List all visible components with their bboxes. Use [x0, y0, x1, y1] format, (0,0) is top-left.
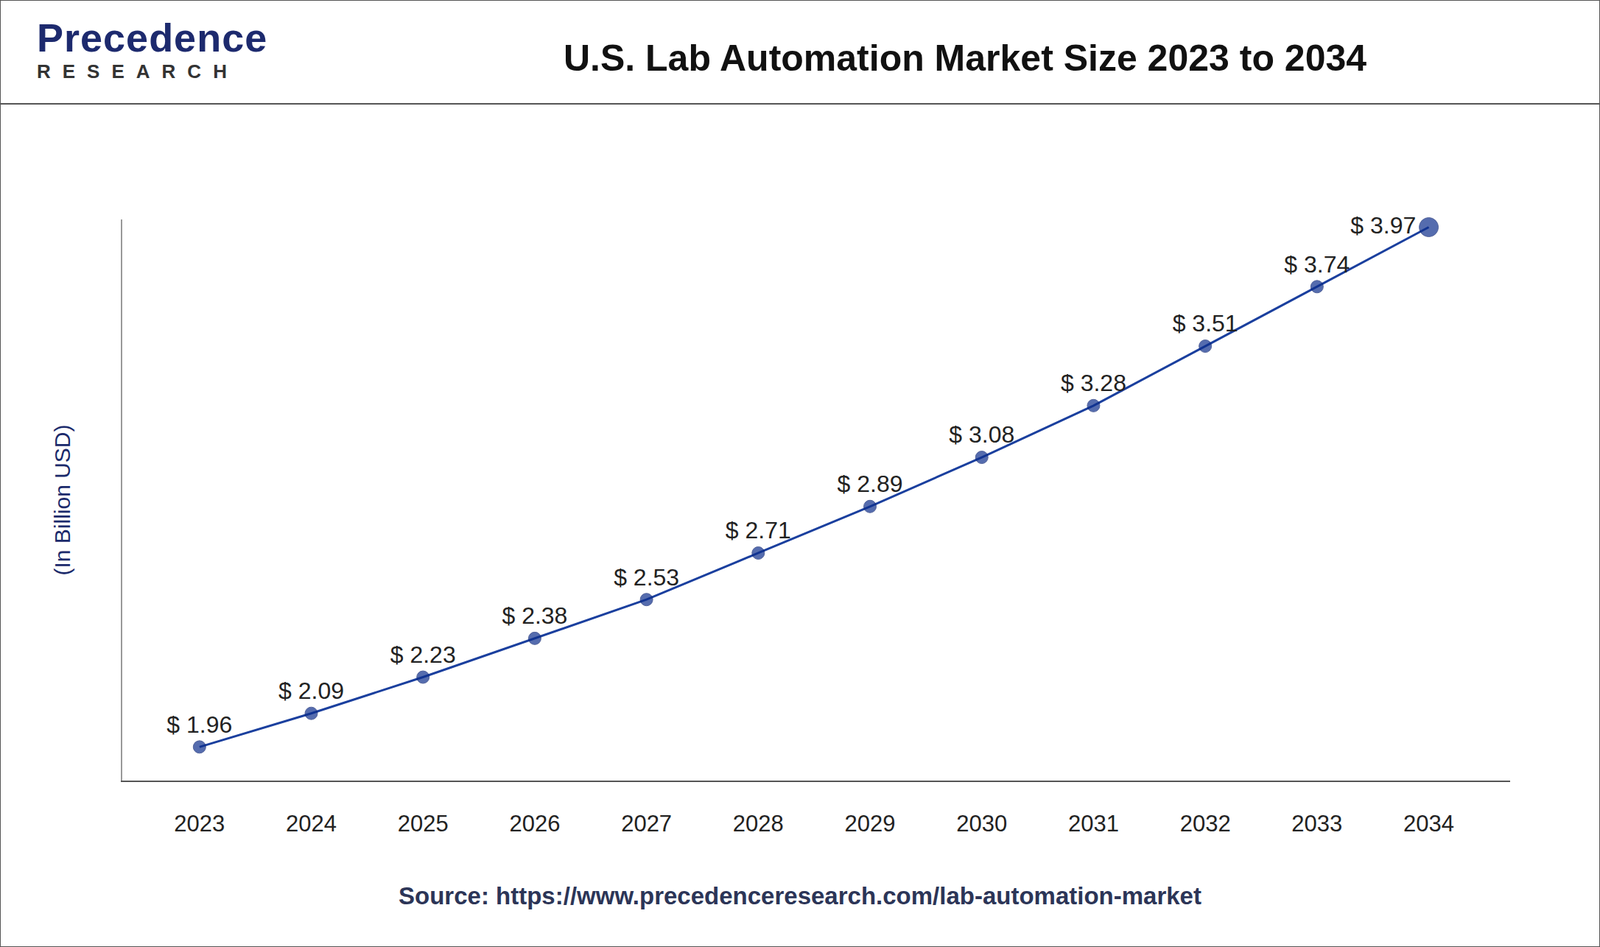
html-text:Precedence: Precedence [36, 15, 268, 60]
svg-text:2026: 2026 [509, 811, 560, 837]
svg-text:2030: 2030 [956, 811, 1007, 837]
svg-text:$ 2.09: $ 2.09 [278, 677, 345, 705]
svg-text:2034: 2034 [1403, 811, 1455, 837]
html-text:RESEARCH: RESEARCH [36, 60, 239, 83]
html-text:Source: https://www.precedence: Source: https://www.precedenceresearch.c… [398, 882, 1202, 910]
svg-text:2024: 2024 [285, 811, 337, 837]
svg-text:$ 3.97: $ 3.97 [1350, 212, 1416, 239]
svg-text:$ 2.71: $ 2.71 [725, 517, 792, 544]
svg-text:2031: 2031 [1068, 811, 1119, 837]
svg-text:$ 2.89: $ 2.89 [837, 470, 904, 498]
svg-text:$ 3.28: $ 3.28 [1060, 369, 1127, 397]
svg-text:2028: 2028 [732, 811, 784, 837]
svg-text:$ 3.74: $ 3.74 [1283, 251, 1350, 278]
svg-text:$ 2.53: $ 2.53 [613, 564, 680, 591]
svg-text:$ 3.51: $ 3.51 [1172, 310, 1239, 337]
svg-text:$ 2.23: $ 2.23 [390, 641, 456, 669]
svg-text:2033: 2033 [1291, 811, 1343, 837]
html-text:U.S. Lab Automation Market Siz: U.S. Lab Automation Market Size 2023 to … [563, 37, 1367, 79]
svg-text:2025: 2025 [397, 811, 449, 837]
svg-text:$ 2.38: $ 2.38 [501, 602, 568, 630]
svg-text:(In Billion USD): (In Billion USD) [50, 424, 75, 576]
svg-text:2032: 2032 [1180, 811, 1231, 837]
svg-text:2023: 2023 [173, 811, 225, 837]
svg-text:$ 3.08: $ 3.08 [948, 421, 1015, 448]
svg-text:$ 1.96: $ 1.96 [166, 711, 233, 739]
svg-text:2029: 2029 [844, 811, 896, 837]
svg-text:2027: 2027 [620, 811, 672, 837]
